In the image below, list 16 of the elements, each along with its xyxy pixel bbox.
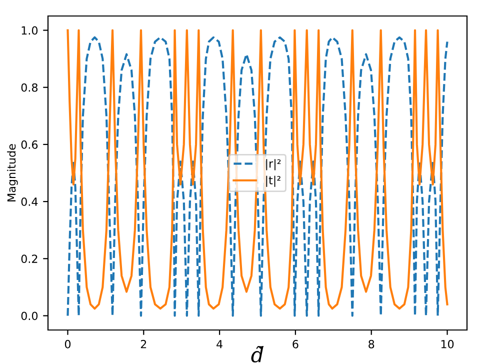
x-tick-label: 8: [368, 340, 374, 348]
legend-label: |r|²: [266, 159, 281, 170]
x-axis-title: d̃: [251, 346, 264, 362]
y-tick-label: 0.8: [21, 83, 38, 92]
legend-label: |t|²: [266, 176, 280, 187]
x-tick-label: 4: [216, 340, 222, 348]
y-tick-label: 0.4: [21, 198, 38, 206]
x-tick-label: 10: [441, 340, 454, 348]
y-tick-label: 0.6: [21, 140, 38, 149]
y-tick-label: 0.2: [21, 254, 38, 264]
y-tick-label: 1.0: [22, 26, 38, 35]
y-tick-label: 0.0: [21, 312, 38, 320]
x-tick-label: 0: [64, 340, 71, 348]
x-tick-label: 2: [140, 340, 146, 348]
y-axis-title: Magnitude: [7, 144, 18, 202]
x-tick-label: 6: [292, 340, 298, 348]
